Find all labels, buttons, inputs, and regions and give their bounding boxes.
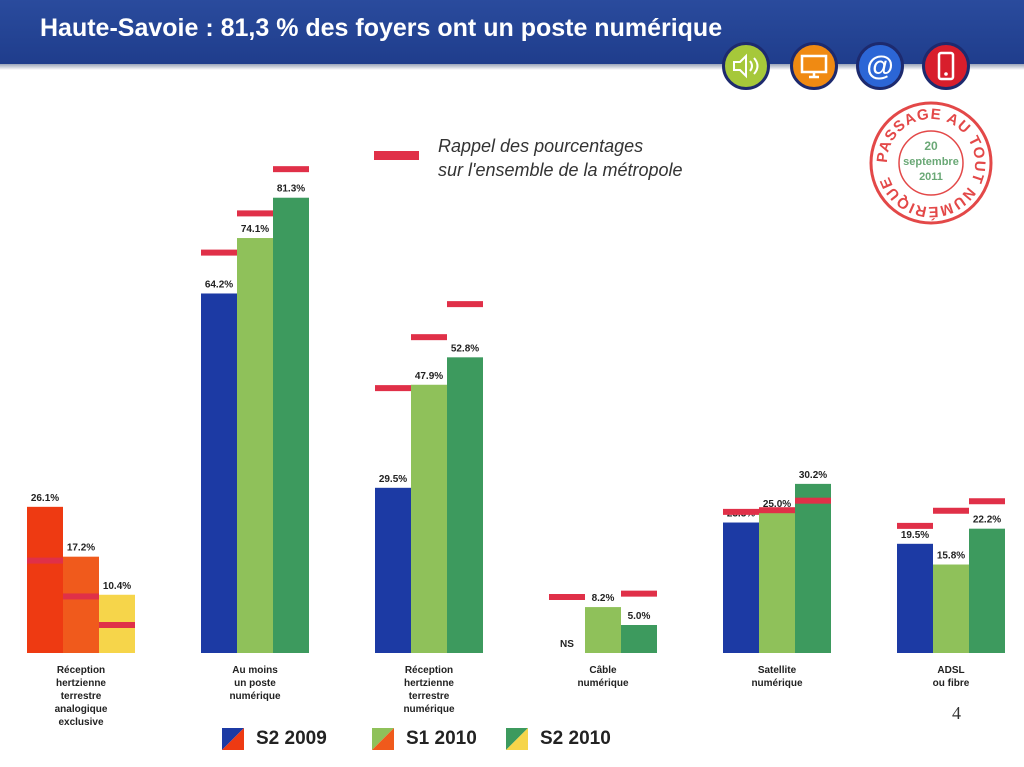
bar-adsl-ou-fibre-s1-2010: [933, 564, 969, 653]
bar-reception-hertzienne-terrestre-numerique-s2-2009: [375, 487, 411, 653]
legend-swatch-s1-2010: [372, 728, 394, 750]
legend-item-s1-2010: S1 2010: [372, 728, 477, 750]
value-label-reception-hertzienne-terrestre-numerique-s1-2010: 47.9%: [415, 371, 443, 382]
reference-marker-cable-numerique-s2-2010: [621, 590, 657, 597]
value-label-au-moins-un-poste-numerique-s2-2009: 64.2%: [205, 279, 233, 290]
value-label-satellite-numerique-s1-2010: 25.0%: [763, 499, 791, 510]
value-label-reception-hertzienne-terrestre-analogique-exclusive-s1-2010: 17.2%: [67, 543, 95, 554]
value-label-cable-numerique-s2-2009: NS: [560, 639, 574, 650]
reference-marker-legend: [374, 151, 419, 160]
bar-cable-numerique-s1-2010: [585, 607, 621, 653]
mobile-icon: [922, 42, 970, 90]
bar-cable-numerique-s2-2010: [621, 625, 657, 653]
value-label-reception-hertzienne-terrestre-analogique-exclusive-s2-2009: 26.1%: [31, 493, 59, 504]
reference-marker-satellite-numerique-s1-2010: [759, 507, 795, 514]
bar-adsl-ou-fibre-s2-2010: [969, 528, 1005, 653]
reference-marker-reception-hertzienne-terrestre-analogique-exclusive-s1-2010: [63, 593, 99, 600]
legend-label-s2-2009: S2 2009: [256, 728, 327, 749]
category-label-adsl-ou-fibre-line2: ou fibre: [933, 678, 970, 689]
category-label-reception-hertzienne-terrestre-analogique-exclusive-line5: exclusive: [58, 717, 103, 728]
legend-item-s2-2010: S2 2010: [506, 728, 611, 750]
reference-marker-au-moins-un-poste-numerique-s2-2010: [273, 166, 309, 173]
bar-reception-hertzienne-terrestre-numerique-s2-2010: [447, 357, 483, 653]
bar-au-moins-un-poste-numerique-s2-2009: [201, 293, 237, 653]
bar-reception-hertzienne-terrestre-analogique-exclusive-s1-2010: [63, 556, 99, 653]
stamp-month: septembre: [903, 156, 959, 168]
stamp-year: 2011: [919, 171, 943, 183]
category-label-reception-hertzienne-terrestre-analogique-exclusive-line3: terrestre: [61, 691, 102, 702]
reference-note-line2: sur l'ensemble de la métropole: [438, 160, 683, 180]
header-shadow: [0, 64, 1024, 70]
reference-note: Rappel des pourcentages sur l'ensemble d…: [438, 134, 683, 182]
reference-marker-reception-hertzienne-terrestre-numerique-s2-2010: [447, 301, 483, 308]
category-label-reception-hertzienne-terrestre-analogique-exclusive-line2: hertzienne: [56, 678, 106, 689]
reference-marker-adsl-ou-fibre-s2-2010: [969, 498, 1005, 505]
reference-marker-adsl-ou-fibre-s1-2010: [933, 507, 969, 514]
reference-marker-reception-hertzienne-terrestre-analogique-exclusive-s2-2010: [99, 622, 135, 628]
tv-icon: [790, 42, 838, 90]
value-label-satellite-numerique-s2-2010: 30.2%: [799, 470, 827, 481]
category-label-au-moins-un-poste-numerique-line2: un poste: [234, 678, 276, 689]
value-label-cable-numerique-s2-2010: 5.0%: [628, 611, 651, 622]
reference-marker-reception-hertzienne-terrestre-analogique-exclusive-s2-2009: [27, 557, 63, 564]
at-icon: @: [856, 42, 904, 90]
value-label-adsl-ou-fibre-s2-2009: 19.5%: [901, 530, 929, 541]
value-label-au-moins-un-poste-numerique-s2-2010: 81.3%: [277, 184, 305, 195]
legend-label-s2-2010: S2 2010: [540, 728, 611, 749]
stamp-day: 20: [924, 139, 938, 153]
reference-marker-au-moins-un-poste-numerique-s2-2009: [201, 249, 237, 256]
value-label-cable-numerique-s1-2010: 8.2%: [592, 593, 615, 604]
header-bar: [0, 0, 1024, 64]
bar-adsl-ou-fibre-s2-2009: [897, 543, 933, 653]
reference-marker-satellite-numerique-s2-2009: [723, 508, 759, 515]
category-label-au-moins-un-poste-numerique-line1: Au moins: [232, 665, 278, 676]
value-label-reception-hertzienne-terrestre-numerique-s2-2009: 29.5%: [379, 474, 407, 485]
category-label-satellite-numerique-line1: Satellite: [758, 665, 797, 676]
bar-reception-hertzienne-terrestre-analogique-exclusive-s2-2009: [27, 506, 63, 653]
reference-marker-au-moins-un-poste-numerique-s1-2010: [237, 210, 273, 217]
page-number: 4: [952, 703, 961, 723]
category-label-cable-numerique-line2: numérique: [577, 678, 629, 689]
reference-marker-reception-hertzienne-terrestre-numerique-s2-2009: [375, 385, 411, 392]
legend-label-s1-2010: S1 2010: [406, 728, 477, 749]
value-label-reception-hertzienne-terrestre-numerique-s2-2010: 52.8%: [451, 343, 479, 354]
category-label-reception-hertzienne-terrestre-analogique-exclusive-line4: analogique: [55, 704, 108, 715]
value-label-adsl-ou-fibre-s1-2010: 15.8%: [937, 551, 965, 562]
speaker-icon: [722, 42, 770, 90]
bar-satellite-numerique-s1-2010: [759, 513, 795, 653]
category-label-adsl-ou-fibre-line1: ADSL: [937, 665, 964, 676]
category-label-reception-hertzienne-terrestre-numerique-line1: Réception: [405, 665, 453, 676]
page-title: Haute-Savoie : 81,3 % des foyers ont un …: [40, 14, 723, 42]
value-label-au-moins-un-poste-numerique-s1-2010: 74.1%: [241, 224, 269, 235]
bar-satellite-numerique-s2-2010: [795, 483, 831, 653]
category-label-reception-hertzienne-terrestre-numerique-line3: terrestre: [409, 691, 450, 702]
reference-marker-adsl-ou-fibre-s2-2009: [897, 522, 933, 529]
category-label-au-moins-un-poste-numerique-line3: numérique: [229, 691, 281, 702]
value-label-reception-hertzienne-terrestre-analogique-exclusive-s2-2010: 10.4%: [103, 581, 131, 592]
reference-marker-cable-numerique-s2-2009: [549, 594, 585, 600]
category-label-reception-hertzienne-terrestre-analogique-exclusive-line1: Réception: [57, 665, 105, 676]
legend-swatch-s2-2009: [222, 728, 244, 750]
category-label-reception-hertzienne-terrestre-numerique-line4: numérique: [403, 704, 455, 715]
bar-satellite-numerique-s2-2009: [723, 522, 759, 653]
reference-marker-satellite-numerique-s2-2010: [795, 497, 831, 504]
category-label-reception-hertzienne-terrestre-numerique-line2: hertzienne: [404, 678, 454, 689]
value-label-adsl-ou-fibre-s2-2010: 22.2%: [973, 515, 1001, 526]
bar-au-moins-un-poste-numerique-s1-2010: [237, 238, 273, 654]
legend-item-s2-2009: S2 2009: [222, 728, 327, 750]
category-label-satellite-numerique-line2: numérique: [751, 678, 803, 689]
passage-stamp: PASSAGE AU TOUT NUMÉRIQUE 20 septembre 2…: [869, 101, 993, 225]
category-label-cable-numerique-line1: Câble: [589, 665, 617, 676]
legend-swatch-s2-2010: [506, 728, 528, 750]
bar-reception-hertzienne-terrestre-numerique-s1-2010: [411, 384, 447, 653]
bar-au-moins-un-poste-numerique-s2-2010: [273, 197, 309, 653]
reference-marker-reception-hertzienne-terrestre-numerique-s1-2010: [411, 334, 447, 341]
reference-note-line1: Rappel des pourcentages: [438, 136, 644, 156]
